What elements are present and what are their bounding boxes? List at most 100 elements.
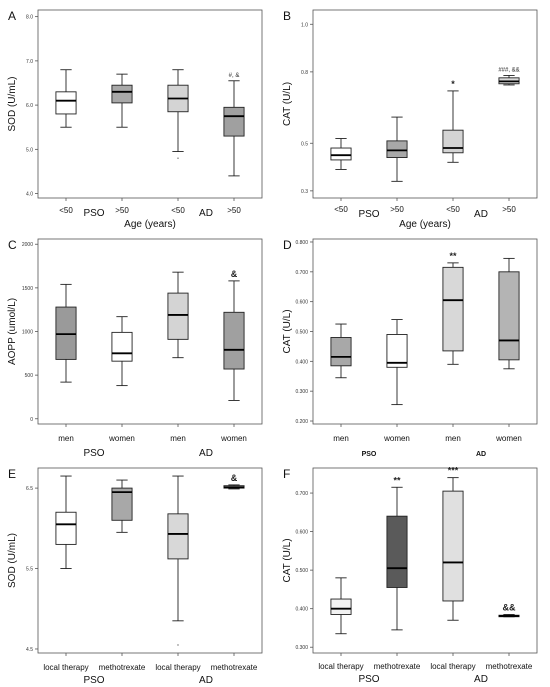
panel-label: E [8,467,16,481]
category-label: women [495,434,522,443]
plot-frame [37,467,263,654]
box [330,598,352,615]
significance-label: #, & [229,73,240,79]
category-label: >50 [390,205,404,214]
box [498,271,520,361]
chart-a-svg: A 4.0 5.0 6.0 7.0 8.0 SOD (U/mL) <50 >50 <50 >50 PS… [7,9,263,229]
y-tick-label: 0.500 [295,330,308,336]
panel-c: C 0 500 1000 1500 2000 AOPP (umol/L) men women me… [0,229,275,458]
panel-d: D 0.200 0.300 0.400 0.500 0.600 0.700 0.800 CAT … [275,229,550,458]
outlier-point [177,644,179,646]
y-axis-label: CAT (U/L) [282,82,293,126]
y-axis-label: CAT (U/L) [282,538,293,582]
chart-b-svg: B 0.3 0.5 0.8 1.0 CAT (U/L) <50 >50 <50 >50 PSO AD A… [282,9,538,229]
category-label: women [108,434,135,443]
y-tick-label: 7.0 [26,59,33,65]
category-label: >50 [115,206,129,215]
box [442,266,464,352]
box-group [55,69,77,128]
box [111,84,133,104]
y-tick-label: 0.8 [301,70,308,76]
group-label-pso: PSO [358,674,379,685]
category-label: <50 [446,205,460,214]
plot-frame [37,9,263,199]
box-group [442,262,464,365]
box-group [330,138,352,170]
x-axis-label: Age (years) [399,219,451,229]
y-tick-label: 500 [25,373,34,379]
category-label: men [170,434,186,443]
box-group [111,73,133,128]
box [167,292,189,340]
y-tick-label: 0.600 [295,530,308,536]
box [55,91,77,115]
y-tick-label: 0.700 [295,491,308,497]
box [442,490,464,602]
box-group [55,283,77,383]
category-label: <50 [171,206,185,215]
y-tick-label: 4.5 [26,647,33,653]
panel-a: A 4.0 5.0 6.0 7.0 8.0 SOD (U/mL) <50 >50 <50 >50 PS… [0,0,275,229]
chart-e-svg: E 4.5 5.5 6.5 SOD (U/mL) local therapy methotr… [7,467,263,686]
y-tick-label: 4.0 [26,192,33,198]
y-tick-label: 8.0 [26,15,33,21]
y-axis-label: AOPP (umol/L) [7,298,18,365]
group-label-ad: AD [199,208,213,219]
category-label: men [58,434,74,443]
y-tick-label: 5.0 [26,147,33,153]
chart-c-svg: C 0 500 1000 1500 2000 AOPP (umol/L) men women me… [7,238,263,458]
chart-f-svg: F 0.300 0.400 0.500 0.600 0.700 CAT (U/L) local… [282,466,538,685]
y-tick-label: 0.500 [295,568,308,574]
box-group [223,484,245,490]
box-group [386,319,408,406]
panel-label: B [283,9,291,23]
y-tick-label: 2000 [22,242,33,248]
y-tick-label: 0.400 [295,607,308,613]
box-group [386,486,408,631]
category-label: men [333,434,349,443]
box-group [498,257,520,370]
y-tick-label: 6.0 [26,103,33,109]
y-tick-label: 1.0 [301,22,308,28]
chart-d-svg: D 0.200 0.300 0.400 0.500 0.600 0.700 0.800 CAT … [282,238,538,458]
box [223,106,245,137]
group-label-ad: AD [474,674,488,685]
y-axis-label: SOD (U/mL) [7,77,18,132]
x-axis-label: Age (years) [124,219,176,229]
box-group [330,577,352,635]
group-label-ad: AD [474,209,488,220]
plot-frame [312,9,538,199]
y-tick-label: 0.5 [301,141,308,147]
plot-frame [312,467,538,654]
box [386,334,408,368]
significance-label: ###, && [498,67,519,73]
box-group [167,69,189,159]
significance-label: && [503,602,516,612]
significance-label: & [231,269,238,279]
category-label: local therapy [155,663,200,672]
box-group [55,475,77,569]
box-group [442,90,464,163]
category-label: methotrexate [486,662,533,671]
category-label: >50 [227,206,241,215]
box-group [111,479,133,533]
box-group [167,271,189,359]
box-group [223,80,245,177]
y-tick-label: 5.5 [26,567,33,573]
category-label: <50 [59,206,73,215]
category-label: methotrexate [99,663,146,672]
category-label: methotrexate [374,662,421,671]
box [442,129,464,154]
box-group [330,323,352,379]
panel-label: C [8,238,17,252]
category-label: >50 [502,205,516,214]
box-group [442,477,464,621]
category-label: <50 [334,205,348,214]
box [55,511,77,545]
significance-label: * [451,79,455,89]
group-label-pso: PSO [83,675,104,686]
significance-label: *** [448,466,459,476]
y-tick-label: 0.700 [295,270,308,276]
box [330,147,352,161]
group-label-pso: PSO [83,448,104,458]
